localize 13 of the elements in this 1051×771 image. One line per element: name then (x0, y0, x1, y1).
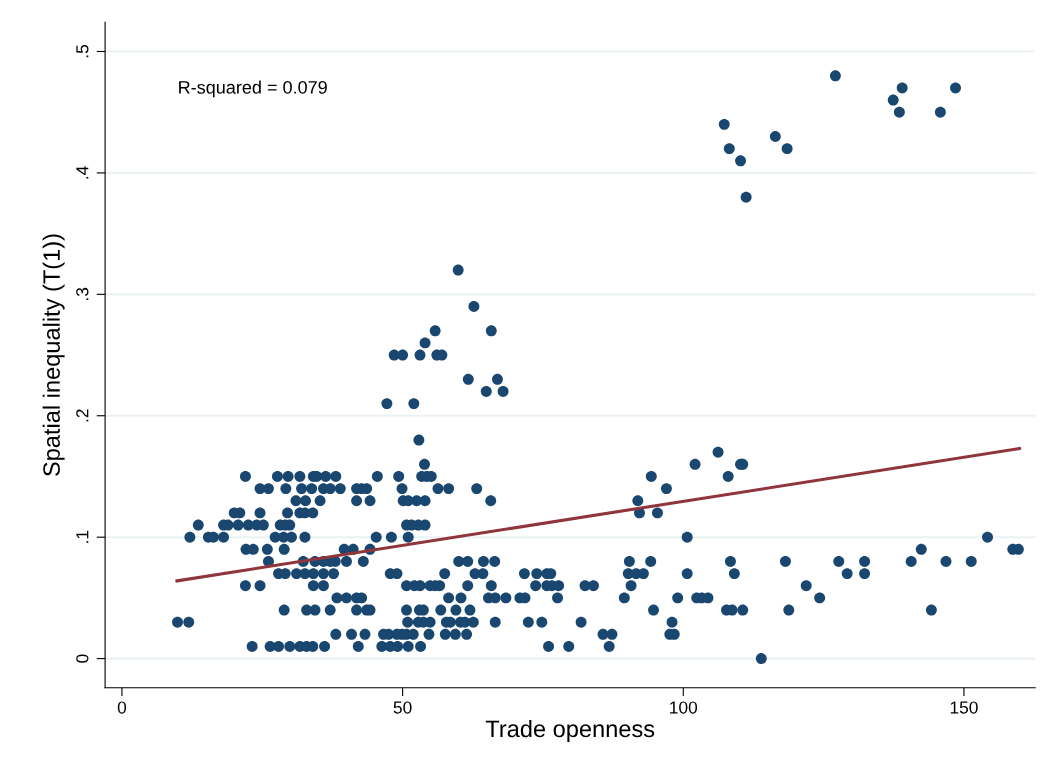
y-tick-label: .3 (76, 287, 89, 300)
y-tick-label: .2 (76, 409, 89, 422)
y-axis-title: Spatial inequality (T(1)) (42, 234, 65, 476)
x-axis-title: Trade openness (485, 719, 655, 742)
y-tick-label: .4 (76, 166, 89, 179)
y-tick-label: .5 (76, 44, 89, 58)
x-tick-label: 100 (670, 701, 698, 714)
x-tick-label: 150 (950, 701, 978, 714)
x-tick-label: 50 (393, 701, 412, 714)
annotation: R-squared = 0.079 (179, 80, 327, 98)
y-tick-label: .1 (76, 530, 89, 543)
y-tick-label: 0 (76, 654, 89, 663)
x-tick-label: 0 (117, 701, 127, 714)
